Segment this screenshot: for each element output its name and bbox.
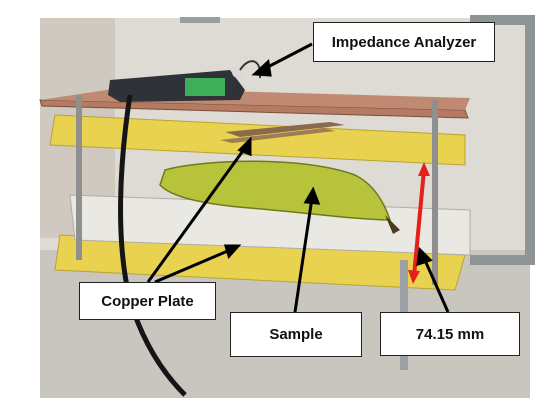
arrow-to-analyzer [261, 42, 313, 72]
copper-strips [225, 122, 345, 137]
post-right [432, 100, 438, 285]
measure-arrowhead-top [418, 162, 430, 176]
frame-right [470, 15, 535, 265]
arrow-to-sample [293, 197, 314, 313]
post-left [76, 95, 82, 260]
impedance-analyzer-label: Impedance Analyzer [313, 22, 495, 62]
sample-label: Sample [230, 312, 362, 357]
measurement-label: 74.15 mm [380, 312, 520, 356]
arrow-to-measurement [422, 257, 450, 313]
measure-line [412, 169, 426, 277]
arrow-to-copper-top [146, 147, 247, 283]
copper-plate-label: Copper Plate [79, 282, 216, 320]
measure-arrowhead-bottom [408, 270, 420, 284]
arrow-to-copper-bottom [154, 248, 231, 284]
